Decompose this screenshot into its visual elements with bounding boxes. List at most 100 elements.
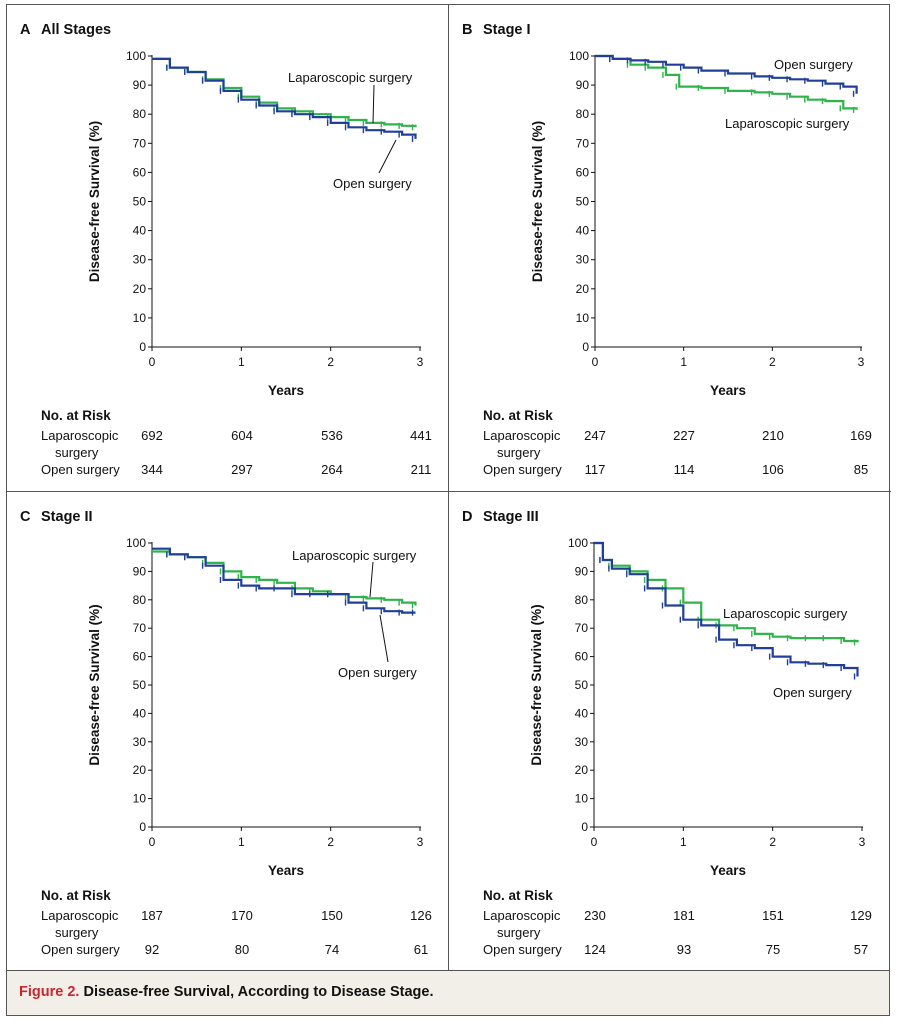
y-tick-label: 30: [133, 735, 147, 749]
y-tick-label: 10: [575, 792, 589, 806]
open-surgery-curve: [594, 541, 859, 677]
y-axis-label: Disease-free Survival (%): [87, 121, 102, 282]
risk-value-laparoscopic: 151: [762, 908, 784, 923]
y-tick-label: 10: [576, 311, 590, 325]
panel-stage-3: D Stage III 0 10 20 30 40 50 60 70 80 90 100 0 1 2 3 Year…: [449, 492, 890, 978]
risk-value-open: 106: [762, 462, 784, 477]
risk-value-laparoscopic: 441: [410, 428, 432, 443]
risk-value-open: 74: [325, 942, 339, 957]
x-tick-label: 0: [592, 355, 599, 369]
open-surgery-curve: [152, 57, 417, 139]
y-tick-label: 70: [133, 621, 147, 635]
y-tick-label: 100: [568, 536, 588, 550]
chart-svg: C Stage II 0 10 20 30 40 50 60 70 80 90 100 0 1 2 3 Years…: [20, 509, 432, 957]
y-tick-label: 30: [575, 735, 589, 749]
y-tick-label: 90: [133, 78, 147, 92]
open-surgery-annotation: Open surgery: [773, 685, 852, 700]
x-tick-label: 3: [859, 835, 866, 849]
x-axis-label: Years: [710, 383, 746, 398]
risk-row-laparoscopic-label: Laparoscopic: [483, 908, 561, 923]
y-tick-label: 80: [133, 593, 147, 607]
open-surgery-annotation: Open surgery: [333, 176, 412, 191]
y-tick-label: 50: [133, 195, 147, 209]
y-axis-label: Disease-free Survival (%): [530, 121, 545, 282]
open-surgery-curve: [595, 54, 858, 94]
x-axis-label: Years: [710, 863, 746, 878]
chart-svg: B Stage I 0 10 20 30 40 50 60 70 80 90 100 0 1 2 3 Years D…: [462, 22, 872, 477]
y-tick-label: 60: [576, 165, 590, 179]
y-tick-label: 0: [582, 340, 589, 354]
risk-value-open: 114: [674, 462, 695, 477]
open-surgery-curve: [152, 547, 416, 614]
panel-divider-horizontal: [7, 491, 891, 492]
risk-value-laparoscopic: 536: [321, 428, 343, 443]
laparoscopic-surgery-annotation: Laparoscopic surgery: [725, 116, 850, 131]
open-leader-line: [379, 614, 389, 663]
y-axis-label: Disease-free Survival (%): [529, 604, 544, 765]
y-tick-label: 60: [575, 650, 589, 664]
risk-row-laparoscopic-label: Laparoscopic: [483, 428, 561, 443]
laparoscopic-leader-line: [372, 84, 375, 124]
y-tick-label: 40: [133, 706, 147, 720]
risk-value-open: 297: [231, 462, 253, 477]
y-tick-label: 50: [576, 195, 590, 209]
panel-title: Stage III: [483, 509, 539, 525]
x-tick-label: 1: [238, 355, 245, 369]
y-tick-label: 30: [133, 253, 147, 267]
y-tick-label: 10: [133, 311, 147, 325]
x-tick-label: 3: [417, 835, 424, 849]
panel-title: Stage II: [41, 509, 93, 525]
risk-value-open: 61: [414, 942, 428, 957]
risk-value-laparoscopic: 150: [321, 908, 343, 923]
risk-row-laparoscopic-label: Laparoscopic: [41, 428, 119, 443]
risk-row-open-label: Open surgery: [483, 942, 562, 957]
chart-svg: A All Stages 0 10 20 30 40 50 60 70 80 90 100 0 1 2 3 Yea…: [20, 22, 432, 477]
laparoscopic-surgery-annotation: Laparoscopic surgery: [288, 70, 413, 85]
caption-label: Figure 2.: [19, 984, 80, 1000]
risk-row-open-label: Open surgery: [41, 942, 120, 957]
y-tick-label: 60: [133, 165, 147, 179]
x-tick-label: 0: [591, 835, 598, 849]
y-tick-label: 90: [133, 564, 147, 578]
risk-row-open-label: Open surgery: [41, 462, 120, 477]
risk-value-laparoscopic: 169: [850, 428, 872, 443]
x-tick-label: 3: [858, 355, 865, 369]
y-tick-label: 10: [133, 792, 147, 806]
risk-value-open: 117: [585, 462, 606, 477]
x-tick-label: 2: [327, 835, 334, 849]
y-tick-label: 0: [581, 820, 588, 834]
y-tick-label: 40: [133, 224, 147, 238]
y-tick-label: 80: [133, 107, 147, 121]
panel-letter: A: [20, 22, 31, 38]
open-leader-line: [378, 139, 397, 174]
y-tick-label: 70: [575, 621, 589, 635]
x-axis-label: Years: [268, 383, 304, 398]
y-tick-label: 90: [576, 78, 590, 92]
risk-value-laparoscopic: 187: [141, 908, 163, 923]
x-tick-label: 2: [769, 355, 776, 369]
risk-table-heading: No. at Risk: [483, 408, 553, 423]
risk-value-open: 75: [766, 942, 780, 957]
y-tick-label: 50: [133, 678, 147, 692]
caption-title: Disease-free Survival, According to Dise…: [79, 984, 434, 1000]
y-tick-label: 100: [126, 49, 146, 63]
risk-value-laparoscopic: 126: [410, 908, 432, 923]
x-axis-label: Years: [268, 863, 304, 878]
panel-letter: C: [20, 509, 31, 525]
y-tick-label: 60: [133, 650, 147, 664]
y-tick-label: 40: [576, 224, 590, 238]
x-tick-label: 1: [680, 835, 687, 849]
panel-letter: D: [462, 509, 472, 525]
risk-value-laparoscopic: 692: [141, 428, 163, 443]
risk-row-laparoscopic-label-cont: surgery: [55, 445, 99, 460]
risk-row-laparoscopic-label-cont: surgery: [497, 925, 541, 940]
risk-value-laparoscopic: 227: [673, 428, 695, 443]
y-tick-label: 90: [575, 564, 589, 578]
y-tick-label: 20: [576, 282, 590, 296]
panel-all-stages: A All Stages 0 10 20 30 40 50 60 70 80 90 100 0 1 2 3 Yea…: [7, 5, 448, 491]
risk-value-open: 92: [145, 942, 159, 957]
risk-value-laparoscopic: 230: [584, 908, 606, 923]
risk-value-open: 344: [141, 462, 163, 477]
risk-value-laparoscopic: 247: [584, 428, 606, 443]
panel-title: All Stages: [41, 22, 111, 38]
